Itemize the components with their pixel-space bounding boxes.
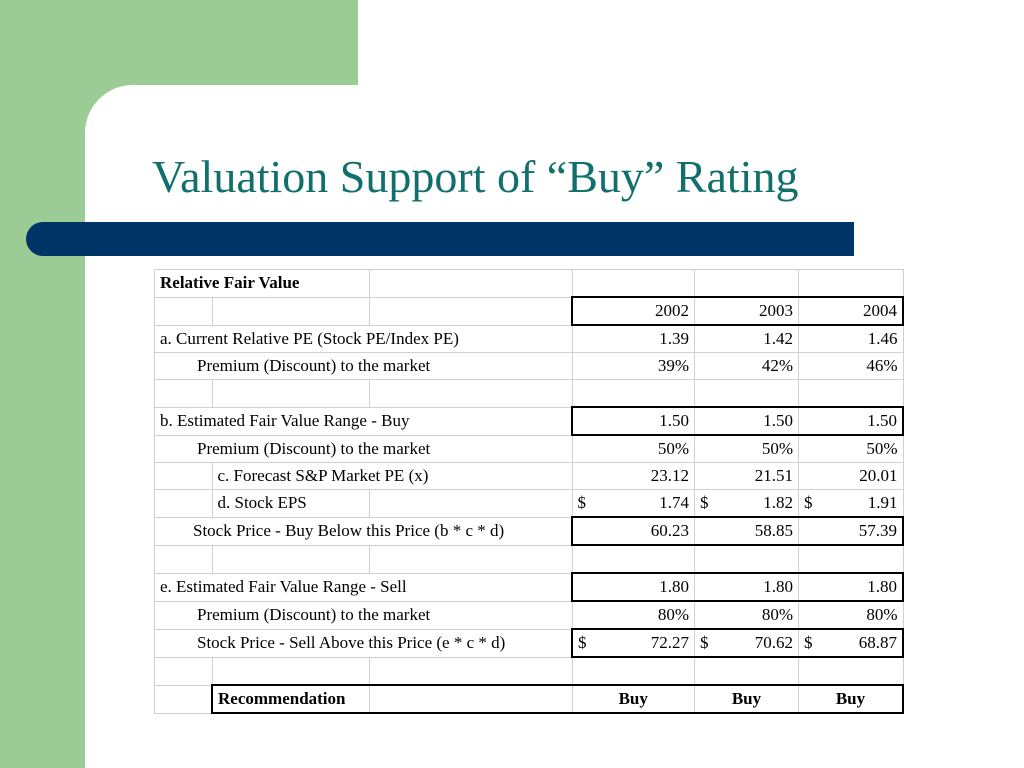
table-header: Relative Fair Value bbox=[154, 269, 370, 298]
valuation-table-container: Relative Fair Value 2002 2003 2004 a. Cu… bbox=[154, 269, 904, 714]
row-label: Premium (Discount) to the market bbox=[154, 434, 573, 463]
currency-symbol: $ bbox=[700, 493, 709, 512]
table-row: Recommendation Buy Buy Buy bbox=[154, 684, 904, 714]
cell-value: $1.74 bbox=[571, 489, 695, 518]
row-label: Premium (Discount) to the market bbox=[154, 600, 573, 630]
cell-value: $1.82 bbox=[694, 489, 799, 518]
cell-value: $70.62 bbox=[694, 628, 799, 658]
cell-value: 1.80 bbox=[694, 572, 799, 602]
cell-value: 20.01 bbox=[798, 462, 904, 490]
recommendation-label: Recommendation bbox=[211, 684, 370, 714]
cell-value: 1.80 bbox=[571, 572, 695, 602]
cell-value: 80% bbox=[571, 600, 695, 630]
cell-value: 21.51 bbox=[694, 462, 799, 490]
currency-symbol: $ bbox=[700, 633, 709, 652]
row-label: Premium (Discount) to the market bbox=[154, 352, 573, 380]
currency-symbol: $ bbox=[578, 633, 587, 652]
table-row: a. Current Relative PE (Stock PE/Index P… bbox=[154, 324, 904, 353]
year-2002: 2002 bbox=[571, 296, 695, 326]
year-2003: 2003 bbox=[694, 296, 799, 326]
year-2004: 2004 bbox=[798, 296, 904, 326]
cell-value: 57.39 bbox=[798, 516, 904, 546]
table-row: c. Forecast S&P Market PE (x) 23.12 21.5… bbox=[154, 462, 904, 490]
cell-value: 23.12 bbox=[571, 462, 695, 490]
table-row: 2002 2003 2004 bbox=[154, 296, 904, 326]
cell-value: 39% bbox=[571, 352, 695, 380]
table-row: Premium (Discount) to the market 39% 42%… bbox=[154, 352, 904, 380]
table-row: d. Stock EPS $1.74 $1.82 $1.91 bbox=[154, 489, 904, 518]
cell-value: 80% bbox=[798, 600, 904, 630]
cell-value: 50% bbox=[571, 434, 695, 463]
table-row bbox=[154, 656, 904, 686]
cell-value: 1.50 bbox=[694, 406, 799, 436]
recommendation-value: Buy bbox=[571, 684, 695, 714]
cell-value: 80% bbox=[694, 600, 799, 630]
cell-value: $68.87 bbox=[798, 628, 904, 658]
green-left-strip bbox=[0, 0, 85, 768]
cell-value: 1.39 bbox=[571, 324, 695, 353]
recommendation-value: Buy bbox=[694, 684, 799, 714]
currency-symbol: $ bbox=[804, 633, 813, 652]
row-label: d. Stock EPS bbox=[211, 489, 370, 518]
cell-value: 1.50 bbox=[571, 406, 695, 436]
table-row: b. Estimated Fair Value Range - Buy 1.50… bbox=[154, 406, 904, 436]
row-label: a. Current Relative PE (Stock PE/Index P… bbox=[154, 324, 573, 353]
valuation-table: Relative Fair Value 2002 2003 2004 a. Cu… bbox=[154, 269, 904, 714]
cell-value: 46% bbox=[798, 352, 904, 380]
cell-value: $1.91 bbox=[798, 489, 904, 518]
cell-value: 1.46 bbox=[798, 324, 904, 353]
row-label: e. Estimated Fair Value Range - Sell bbox=[154, 572, 573, 602]
row-label: Stock Price - Buy Below this Price (b * … bbox=[154, 516, 573, 546]
cell-value: 58.85 bbox=[694, 516, 799, 546]
slide-title: Valuation Support of “Buy” Rating bbox=[152, 151, 799, 202]
cell-value: 50% bbox=[798, 434, 904, 463]
row-label: c. Forecast S&P Market PE (x) bbox=[211, 462, 573, 490]
table-row bbox=[154, 379, 904, 408]
row-label: Stock Price - Sell Above this Price (e *… bbox=[154, 628, 573, 658]
table-row: Premium (Discount) to the market 50% 50%… bbox=[154, 434, 904, 463]
table-row: Stock Price - Sell Above this Price (e *… bbox=[154, 628, 904, 658]
cell-value: 1.50 bbox=[798, 406, 904, 436]
cell-value: 60.23 bbox=[571, 516, 695, 546]
cell-value: 1.42 bbox=[694, 324, 799, 353]
table-row: Relative Fair Value bbox=[154, 269, 904, 298]
row-label: b. Estimated Fair Value Range - Buy bbox=[154, 406, 573, 436]
currency-symbol: $ bbox=[577, 493, 587, 512]
cell-value: $72.27 bbox=[571, 628, 695, 658]
table-row bbox=[154, 544, 904, 574]
title-underline-bar bbox=[26, 222, 854, 256]
currency-symbol: $ bbox=[804, 493, 813, 512]
table-row: e. Estimated Fair Value Range - Sell 1.8… bbox=[154, 572, 904, 602]
cell-value: 50% bbox=[694, 434, 799, 463]
table-row: Premium (Discount) to the market 80% 80%… bbox=[154, 600, 904, 630]
cell-value: 42% bbox=[694, 352, 799, 380]
cell-value: 1.80 bbox=[798, 572, 904, 602]
recommendation-value: Buy bbox=[798, 684, 904, 714]
table-row: Stock Price - Buy Below this Price (b * … bbox=[154, 516, 904, 546]
